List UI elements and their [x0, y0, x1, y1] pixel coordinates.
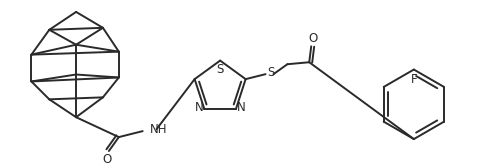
- Text: F: F: [411, 73, 417, 86]
- Text: N: N: [237, 101, 245, 114]
- Text: N: N: [195, 101, 204, 114]
- Text: O: O: [309, 32, 318, 45]
- Text: S: S: [216, 63, 224, 76]
- Text: O: O: [102, 153, 112, 166]
- Text: S: S: [267, 66, 274, 79]
- Text: NH: NH: [150, 123, 167, 136]
